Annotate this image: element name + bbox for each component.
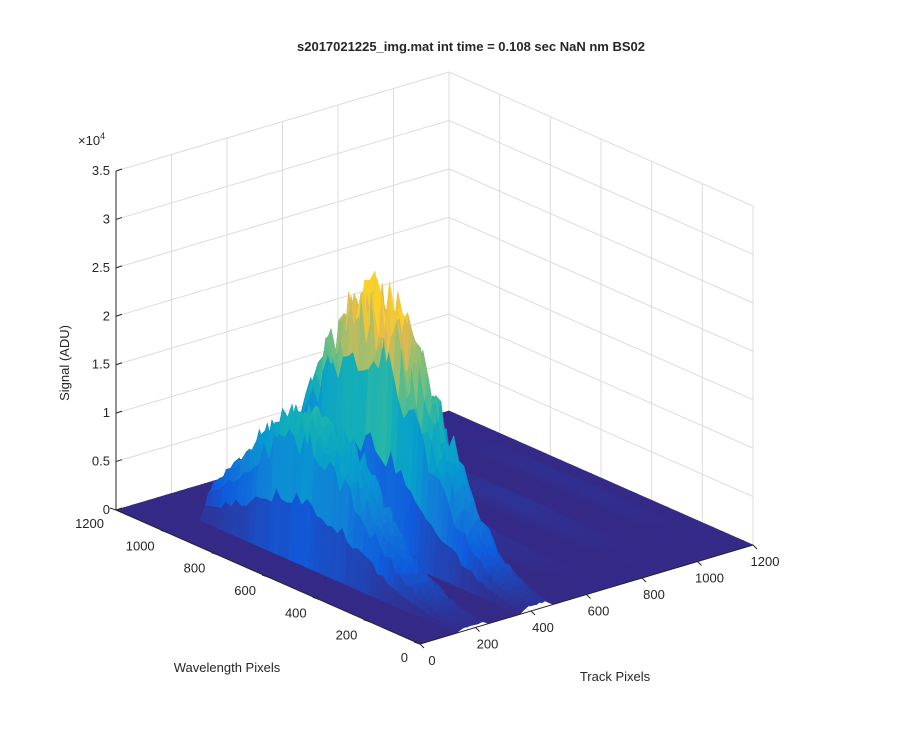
surface-plot[interactable]: 00.511.522.533.5020040060080010001200020… <box>0 0 900 750</box>
